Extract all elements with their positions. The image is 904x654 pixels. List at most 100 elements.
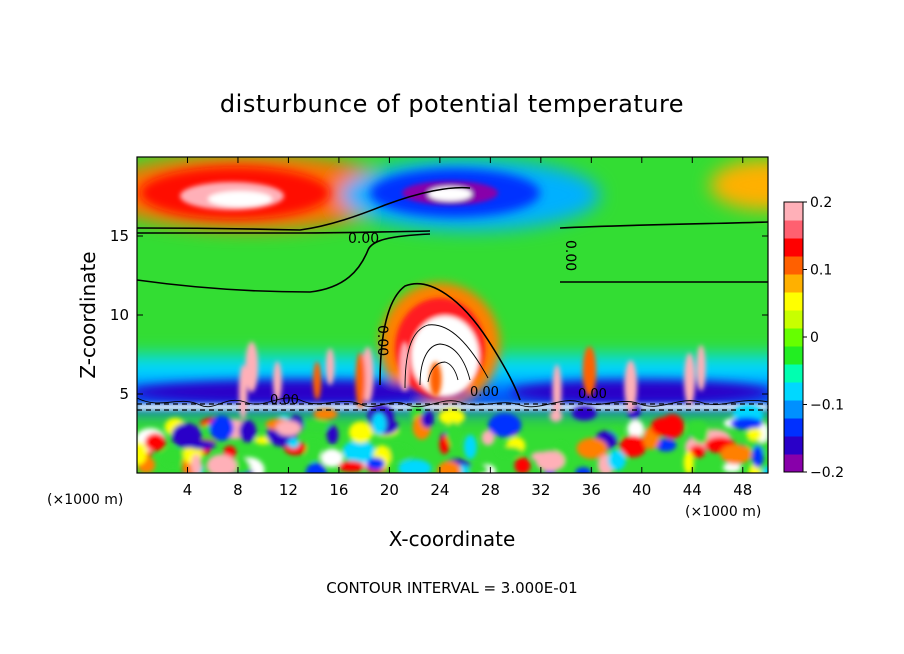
turbulence-cell: [689, 420, 709, 442]
colorbar-label-3: −0.1: [810, 398, 844, 414]
turbulence-cell: [481, 430, 495, 446]
turbulence-cell: [275, 420, 302, 436]
contour-label-zero-right-low: 0.00: [578, 387, 607, 402]
colorbar-band-6: [784, 346, 803, 365]
contour-upper: [137, 186, 471, 231]
contour-upper-right: [559, 221, 768, 229]
plume-core: [411, 316, 479, 396]
turbulence-cell: [488, 413, 522, 438]
plume-inner-2: [419, 343, 471, 386]
turbulence-cell: [446, 421, 461, 446]
thin-plume: [273, 361, 282, 402]
colorbar-band-11: [784, 256, 803, 275]
thin-plume: [429, 361, 442, 397]
turbulence-cell: [535, 450, 565, 472]
turbulence-cell: [655, 438, 677, 452]
turbulence-cell: [209, 415, 234, 441]
turbulence-cell: [720, 444, 752, 465]
colorbar-band-4: [784, 382, 803, 401]
turbulence-cell: [191, 454, 202, 473]
turbulence-cell: [303, 419, 330, 430]
x-tick-label-28: 28: [481, 481, 500, 499]
plume-inner-3: [427, 361, 459, 383]
turbulence-cell: [619, 435, 647, 458]
turbulence-cell: [572, 406, 597, 421]
contour-label-zero-mid: 0.00: [470, 385, 499, 400]
turbulence-cell: [366, 457, 386, 471]
turbulence-cell: [752, 445, 764, 468]
colorbar-band-0: [784, 454, 803, 473]
thin-plume: [238, 364, 248, 420]
colorbar-label-4: −0.2: [810, 465, 844, 481]
thin-plume: [313, 361, 322, 400]
contour-label-zero-right: 0.00: [562, 240, 578, 271]
turbulence-cell: [171, 423, 202, 449]
turbulence-cell: [320, 448, 344, 468]
colorbar-band-5: [784, 364, 803, 383]
turbulence-cell: [761, 466, 768, 473]
x-axis: 4 8 12 16 20 24 28 32 36 40 44 48: [183, 157, 752, 499]
x-tick-label-20: 20: [380, 481, 399, 499]
y-tick-label-10: 10: [110, 306, 129, 324]
turbulence-cell: [730, 417, 763, 430]
colorbar-band-10: [784, 274, 803, 293]
colorbar-ticks: 0.2 0.1 0 −0.1 −0.2: [803, 195, 844, 481]
turbulence-cell: [305, 462, 327, 473]
plume-inner-1: [404, 324, 489, 389]
turbulence-cell: [722, 462, 742, 473]
turbulence-cell: [305, 441, 321, 463]
x-tick-label-40: 40: [632, 481, 651, 499]
thin-plume: [355, 352, 366, 409]
thin-plume: [582, 346, 597, 397]
contour-label-zero-left: 0.00: [374, 325, 390, 356]
turbulence-cell: [463, 434, 477, 459]
colorbar-band-7: [784, 328, 803, 347]
x-tick-label-44: 44: [683, 481, 702, 499]
x-tick-label-32: 32: [531, 481, 550, 499]
thin-plume: [325, 348, 335, 386]
turbulence-cell: [746, 428, 763, 441]
turbulence-cell: [206, 454, 237, 473]
turbulence-cell: [372, 412, 386, 436]
turbulence-cell: [313, 408, 338, 420]
colorbar-band-3: [784, 400, 803, 419]
colorbar-band-13: [784, 220, 803, 239]
turbulence-cell: [439, 435, 450, 455]
x-tick-label-8: 8: [233, 481, 243, 499]
colorbar-band-9: [784, 292, 803, 311]
turbulence-cell: [287, 438, 300, 449]
colorbar-band-14: [784, 202, 803, 221]
colorbar-label-2: 0: [810, 330, 819, 346]
thin-plume: [624, 360, 638, 412]
contour-interval-footer: CONTOUR INTERVAL = 3.000E-01: [326, 579, 577, 597]
thin-plume: [245, 341, 259, 393]
contour-labels: 0.00 0.00 0.00 0.00 0.00 0.00: [270, 231, 607, 408]
turbulence-cell: [437, 460, 461, 473]
colorbar-label-1: 0.1: [810, 263, 832, 279]
turbulence-cell: [683, 451, 694, 473]
boundary-layer-cells: [137, 341, 768, 473]
turbulence-cell: [398, 459, 432, 473]
wiggle-band: [137, 397, 768, 408]
turbulence-cell: [145, 433, 166, 452]
x-axis-label: X-coordinate: [389, 527, 516, 551]
turbulence-cell: [650, 417, 678, 437]
colorbar-label-0: 0.2: [810, 195, 832, 211]
plot-area: 0.00 0.00 0.00 0.00 0.00 0.00: [137, 157, 768, 473]
turbulence-cell: [438, 408, 465, 425]
turbulence-cell: [137, 441, 147, 465]
y-axis: 5 10 15: [110, 227, 768, 403]
colorbar: [784, 202, 803, 473]
turbulence-cell: [607, 449, 626, 471]
contour-label-zero-top: 0.00: [348, 231, 379, 247]
chart-title: disturbunce of potential temperature: [220, 90, 684, 118]
turbulence-cell: [239, 420, 257, 443]
x-tick-label-48: 48: [733, 481, 752, 499]
turbulence-cell: [514, 457, 531, 473]
y-tick-label-5: 5: [119, 385, 129, 403]
turbulence-cell: [161, 448, 184, 466]
turbulence-cell: [421, 410, 434, 428]
turbulence-cell: [496, 446, 523, 457]
contour-label-zero-low: 0.00: [270, 393, 299, 408]
